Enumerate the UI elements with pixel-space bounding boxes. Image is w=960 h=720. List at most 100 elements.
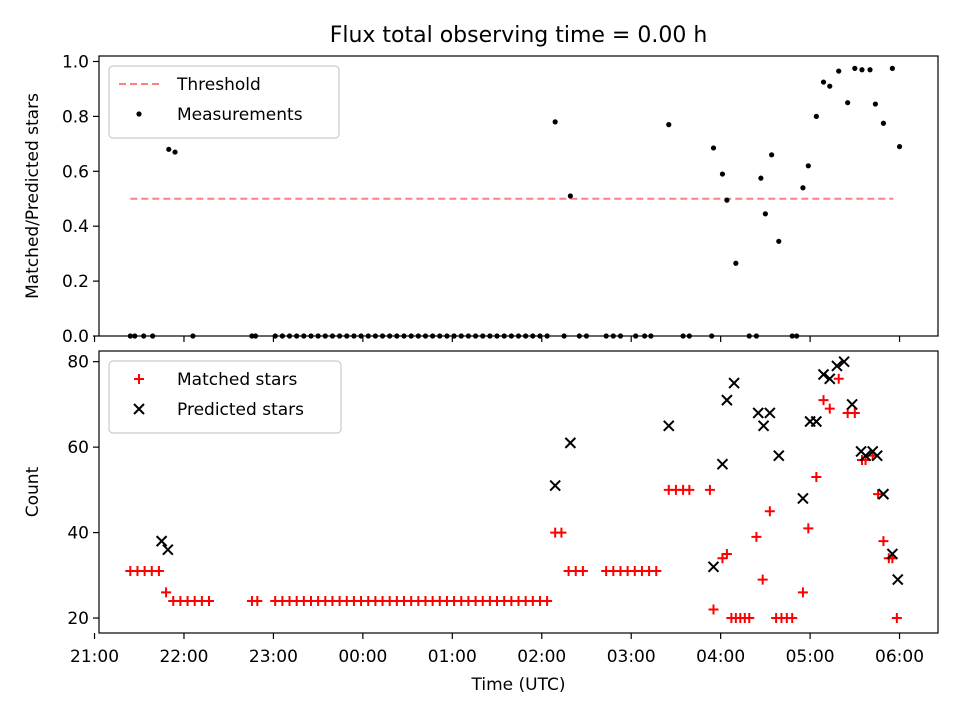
- matched-star-point: [708, 604, 719, 615]
- matched-star-point: [153, 566, 164, 577]
- x-tick-label: 05:00: [786, 647, 835, 667]
- measurement-point: [172, 149, 178, 155]
- predicted-star-point: [859, 449, 872, 462]
- predicted-star-point: [707, 561, 720, 573]
- matched-star-point: [577, 566, 588, 577]
- predicted-star-point: [752, 407, 764, 419]
- plot-area: [125, 355, 904, 624]
- series-measurements: [127, 65, 903, 339]
- y-tick-label: 0.6: [62, 162, 89, 182]
- matched-star-point: [651, 566, 662, 577]
- measurement-point: [719, 171, 726, 177]
- y-axis-label: Count: [23, 466, 43, 517]
- matched-star-point: [811, 472, 822, 483]
- x-tick-label: 22:00: [159, 647, 208, 667]
- matched-star-point: [849, 407, 860, 418]
- measurement-point: [567, 193, 573, 199]
- predicted-star-point: [716, 458, 729, 470]
- x-tick-label: 02:00: [517, 647, 566, 667]
- measurement-point: [769, 152, 775, 158]
- predicted-star-point: [721, 394, 733, 406]
- predicted-star-point: [838, 355, 850, 368]
- x-tick-label: 00:00: [338, 647, 387, 667]
- matched-star-point: [873, 489, 884, 500]
- matched-star-point: [803, 523, 814, 534]
- measurement-point: [845, 100, 851, 106]
- measurement-point: [867, 67, 873, 73]
- matched-star-point: [252, 595, 263, 606]
- measurement-point: [852, 65, 858, 71]
- measurement-point: [820, 79, 827, 85]
- matched-star-point: [721, 548, 732, 559]
- legend-label: Measurements: [177, 105, 303, 125]
- predicted-star-point: [892, 573, 904, 586]
- y-tick-label: 20: [67, 609, 89, 629]
- measurement-point: [800, 185, 806, 191]
- y-tick-label: 0.0: [62, 327, 89, 347]
- star-count-panel: 20 40 60 80 21:00 22:00 23:00 00:00 01:00 02:00 03…: [23, 350, 939, 695]
- y-axis-label: Matched/Predicted stars: [23, 93, 43, 299]
- predicted-star-point: [773, 449, 785, 462]
- measurement-point: [136, 111, 142, 117]
- predicted-star-point: [810, 415, 823, 428]
- legend: Matched stars Predicted stars: [108, 360, 342, 434]
- measurement-point: [710, 145, 717, 151]
- measurement-point: [896, 143, 903, 150]
- predicted-star-point: [155, 535, 168, 547]
- matched-star-point: [704, 484, 715, 495]
- predicted-star-point: [871, 449, 883, 462]
- predicted-star-point: [133, 403, 145, 415]
- predicted-star-point: [824, 373, 836, 385]
- matched-star-point: [134, 374, 144, 384]
- measurement-point: [889, 65, 895, 71]
- measurement-point: [733, 260, 739, 266]
- y-tick-label: 0.2: [62, 272, 89, 292]
- x-axis-label: Time (UTC): [471, 675, 566, 695]
- series-matched-stars: [125, 373, 902, 624]
- legend-box: [108, 65, 340, 139]
- measurement-point: [813, 113, 819, 119]
- matched-star-point: [824, 403, 835, 414]
- axes-frame: [98, 350, 939, 634]
- matched-star-point: [204, 595, 215, 606]
- matched-star-point: [161, 587, 172, 598]
- y-tick-label: 0.8: [62, 107, 89, 127]
- matched-star-point: [787, 613, 798, 624]
- predicted-star-point: [728, 377, 740, 389]
- legend-label: Predicted stars: [177, 400, 304, 420]
- legend-box: [108, 360, 342, 434]
- measurement-point: [827, 83, 833, 89]
- plot-area: [127, 65, 903, 339]
- measurement-point: [859, 67, 865, 73]
- matched-star-point: [891, 613, 902, 624]
- x-tick-label: 21:00: [70, 647, 119, 667]
- measurement-point: [666, 122, 672, 128]
- matched-star-point: [744, 613, 755, 624]
- predicted-star-point: [886, 548, 899, 560]
- y-tick-label: 60: [67, 438, 89, 458]
- matched-star-point: [797, 587, 808, 598]
- flux-ratio-panel: Flux total observing time = 0.00 h 0.0 0.2…: [23, 23, 939, 347]
- measurement-point: [552, 119, 558, 125]
- predicted-star-point: [663, 420, 675, 432]
- predicted-star-point: [549, 479, 561, 492]
- y-tick-label: 0.4: [62, 217, 89, 237]
- matched-star-point: [542, 595, 553, 606]
- predicted-star-point: [831, 360, 843, 372]
- y-tick-label: 80: [67, 353, 89, 373]
- matched-star-point: [556, 527, 567, 538]
- y-tick-label: 40: [67, 524, 89, 544]
- matched-star-point: [878, 536, 889, 547]
- measurement-point: [805, 163, 811, 169]
- matched-star-point: [818, 395, 829, 406]
- matched-star-point: [757, 574, 768, 585]
- matched-star-point: [764, 506, 775, 517]
- predicted-star-point: [846, 398, 858, 411]
- x-tick-label: 01:00: [428, 647, 477, 667]
- measurement-point: [776, 238, 782, 244]
- predicted-star-point: [764, 407, 776, 419]
- matched-star-point: [684, 484, 695, 495]
- measurement-point: [724, 197, 730, 203]
- series-predicted-stars: [155, 355, 904, 586]
